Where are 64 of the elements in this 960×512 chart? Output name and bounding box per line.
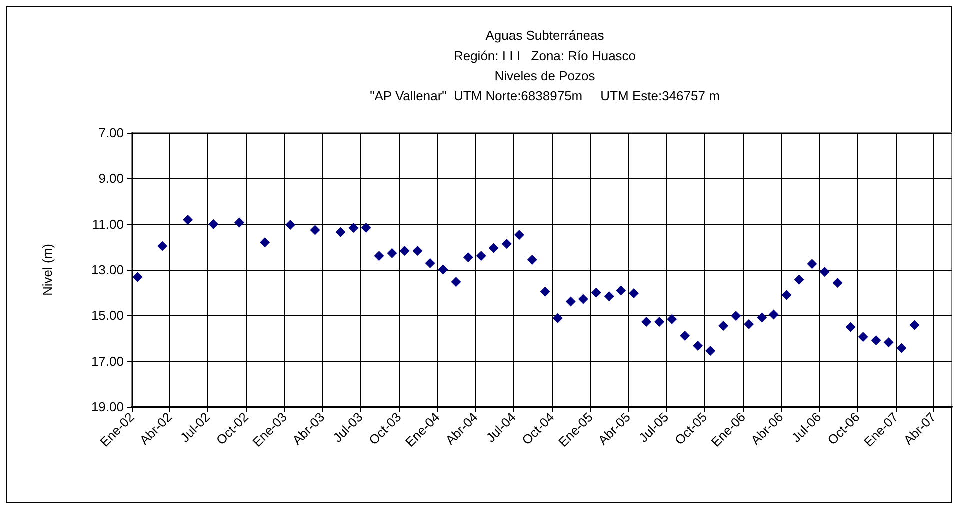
point (718, 320, 729, 331)
point (616, 286, 626, 296)
point (604, 291, 614, 302)
point (463, 252, 474, 262)
point (693, 341, 704, 352)
chart-title: Aguas Subterráneas (486, 28, 605, 43)
point (348, 222, 359, 233)
point (807, 259, 818, 270)
point (514, 230, 524, 240)
point (412, 246, 423, 256)
y-tick-label: 19.00 (91, 400, 124, 414)
point (706, 346, 716, 356)
point (680, 330, 690, 341)
point (846, 322, 856, 332)
y-tick-label: 15.00 (91, 308, 124, 324)
point (527, 254, 538, 265)
point (158, 241, 168, 252)
point (578, 294, 588, 304)
point (744, 319, 754, 330)
point (132, 272, 143, 282)
y-tick-label: 11.00 (92, 216, 124, 232)
point (502, 238, 512, 249)
point (310, 225, 320, 236)
point (768, 310, 779, 320)
y-axis-title: Nivel (m) (40, 244, 55, 296)
point (208, 219, 219, 230)
point (591, 288, 602, 298)
point (540, 286, 550, 297)
chart-subtitle: Región: I I I Zona: Río Huasco Niveles de Pozos "AP Vallenar" UTM Norte:6838975m UTM Este:346757 m (370, 48, 720, 104)
point (183, 214, 194, 225)
point (361, 222, 372, 233)
point (400, 246, 410, 256)
point (782, 290, 792, 300)
point (757, 312, 768, 323)
point (425, 258, 436, 268)
point (476, 251, 486, 262)
point (642, 317, 652, 328)
y-tick-label: 9.00 (98, 171, 124, 186)
point (387, 248, 398, 258)
point (820, 267, 830, 278)
point (336, 227, 346, 238)
point (910, 320, 920, 330)
y-tick-label: 17.00 (91, 354, 124, 369)
point (438, 264, 448, 275)
point (286, 220, 296, 230)
point (654, 317, 665, 328)
point (260, 238, 270, 248)
point (374, 251, 384, 262)
point (896, 343, 907, 354)
point (884, 338, 894, 348)
point (234, 218, 245, 228)
y-tick-label: 7.00 (98, 126, 124, 140)
point (552, 313, 563, 324)
point (794, 274, 804, 285)
point (566, 296, 576, 307)
point (871, 336, 882, 346)
y-tick-label: 13.00 (91, 262, 124, 278)
point (858, 332, 868, 342)
point (667, 314, 678, 324)
point (451, 277, 462, 288)
point (832, 278, 843, 288)
point (629, 288, 640, 299)
point (488, 243, 499, 254)
point (731, 311, 742, 322)
